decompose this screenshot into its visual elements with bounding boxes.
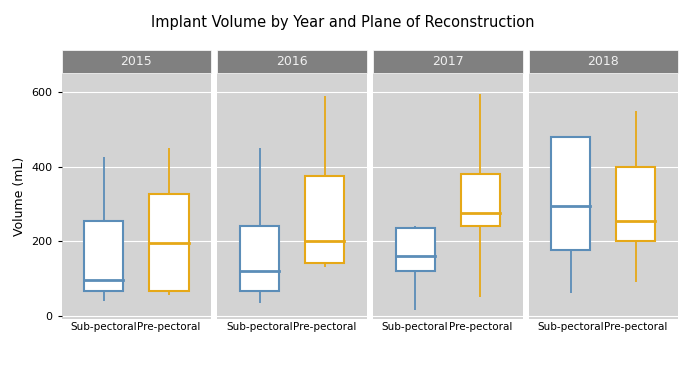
Bar: [616, 167, 656, 241]
Bar: [240, 226, 279, 291]
Text: Implant Volume by Year and Plane of Reconstruction: Implant Volume by Year and Plane of Reco…: [151, 15, 534, 30]
Bar: [551, 137, 590, 250]
Bar: [396, 228, 435, 271]
Bar: [461, 174, 500, 226]
Bar: [149, 195, 188, 291]
Text: 2017: 2017: [432, 55, 464, 68]
Text: 2015: 2015: [121, 55, 152, 68]
Text: 2016: 2016: [276, 55, 308, 68]
Bar: [84, 221, 123, 291]
Text: 2018: 2018: [588, 55, 619, 68]
Y-axis label: Volume (mL): Volume (mL): [13, 157, 26, 236]
Bar: [305, 176, 344, 264]
